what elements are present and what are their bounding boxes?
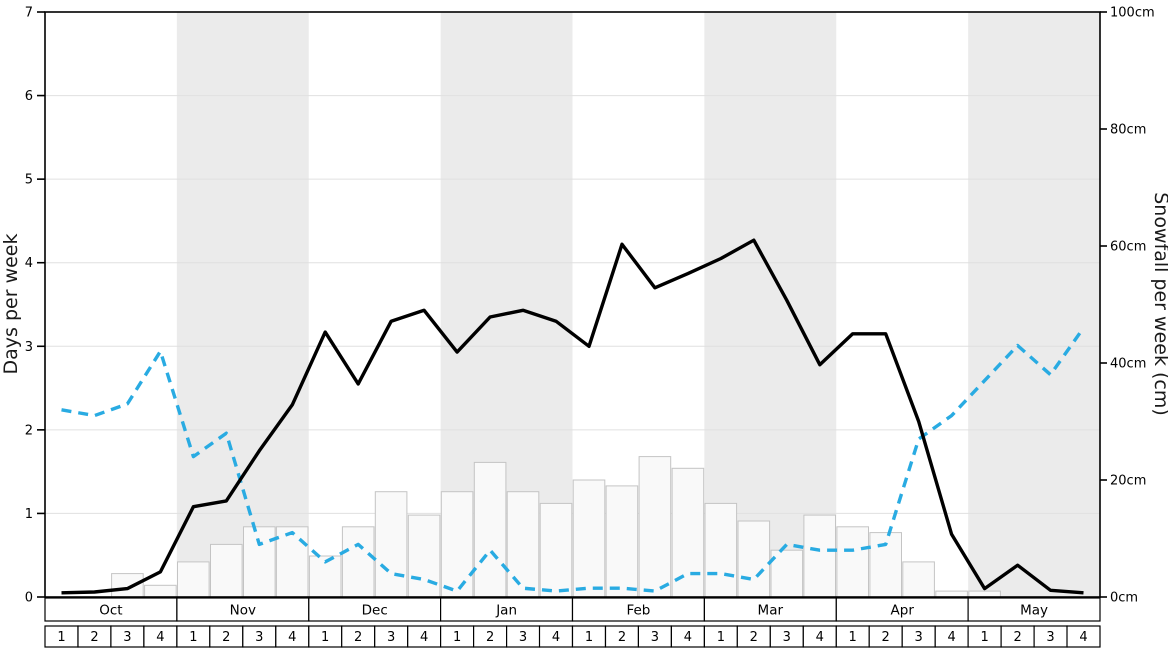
week-number: 2 — [750, 630, 758, 645]
snowfall-bar — [737, 520, 771, 598]
right-axis-tick-label: 100cm — [1110, 6, 1155, 21]
week-number: 3 — [519, 630, 527, 645]
week-number: 1 — [321, 630, 329, 645]
shaded-band-Mar — [704, 12, 837, 597]
week-number: 2 — [618, 630, 626, 645]
week-number: 1 — [189, 630, 197, 645]
snowfall-bar — [968, 590, 1001, 598]
week-number: 3 — [1046, 630, 1054, 645]
snowfall-bar — [539, 502, 573, 598]
week-number: 3 — [387, 630, 395, 645]
snowfall-bar — [177, 561, 210, 598]
left-axis-tick-label: 1 — [25, 507, 33, 522]
week-number: 4 — [552, 630, 560, 645]
snowfall-bars-layer — [111, 456, 1001, 598]
week-cell — [1066, 625, 1101, 648]
month-label-row: Oct Nov Dec Jan Feb Mar Apr May — [44, 597, 1101, 622]
week-number: 2 — [222, 630, 230, 645]
snowfall-bar — [210, 543, 243, 598]
week-number: 1 — [585, 630, 593, 645]
plot-border — [44, 11, 1101, 598]
right-axis-tick-label: 0cm — [1110, 591, 1138, 606]
week-number: 4 — [816, 630, 824, 645]
snowfall-bar — [243, 526, 276, 598]
snowfall-bar — [869, 532, 903, 598]
shaded-band-Nov — [176, 12, 309, 597]
right-axis-tick-label: 20cm — [1110, 474, 1146, 489]
snowfall-bar — [704, 502, 738, 598]
month-label: Dec — [362, 603, 388, 619]
right-axis-title: Snowfall per week (cm) — [1150, 192, 1168, 416]
axis-ticks-and-labels: 0 1 2 3 4 5 6 7 0cm 20cm 40cm 60cm 80cm 100cm — [25, 6, 1155, 606]
month-label: Apr — [891, 603, 915, 619]
right-axis-tick-label: 40cm — [1110, 357, 1146, 372]
snowfall-bar — [770, 549, 804, 598]
data-lines-layer — [61, 238, 1085, 595]
week-number: 3 — [255, 630, 263, 645]
snowfall-bar — [440, 491, 474, 598]
snow-days-per-week-line — [61, 238, 1084, 595]
month-cell — [967, 597, 1101, 622]
snowfall-bar — [836, 526, 870, 598]
week-number: 3 — [651, 630, 659, 645]
month-shading-bands — [176, 12, 1100, 597]
left-axis-tick-label: 7 — [25, 6, 33, 21]
week-number: 4 — [947, 630, 955, 645]
left-axis-tick-label: 2 — [25, 423, 33, 438]
snowfall-bar — [275, 526, 309, 598]
snowfall-bar — [572, 479, 606, 598]
right-axis-tick-label: 80cm — [1110, 123, 1146, 138]
week-number: 1 — [980, 630, 988, 645]
gridlines — [45, 95, 1100, 514]
snowfall-bar — [473, 461, 507, 598]
snowfall-bar — [374, 491, 408, 598]
month-label: May — [1020, 603, 1048, 619]
week-number: 3 — [915, 630, 923, 645]
right-axis-tick-label: 60cm — [1110, 240, 1146, 255]
snowfall-bar — [144, 584, 177, 598]
week-number: 3 — [783, 630, 791, 645]
month-label: Feb — [626, 603, 650, 619]
week-number: 1 — [57, 630, 65, 645]
week-number: 4 — [288, 630, 296, 645]
snowfall-bar — [638, 456, 672, 598]
snowfall-bar — [803, 514, 837, 598]
month-label: Oct — [99, 603, 122, 619]
week-number-row: 1 2 3 4 1 2 3 4 1 2 3 4 1 2 3 4 1 2 3 4 1 2 3 4 1 2 3 4 1 2 3 4 — [44, 625, 1101, 648]
snowfall-bar — [902, 561, 935, 598]
left-axis-title: Days per week — [0, 234, 22, 375]
week-number: 2 — [486, 630, 494, 645]
month-label: Jan — [495, 603, 517, 619]
snowfall-bar — [671, 467, 705, 598]
left-axis-tick-label: 3 — [25, 340, 33, 355]
snowfall-bar — [111, 573, 144, 598]
month-label: Nov — [230, 603, 256, 619]
week-number: 2 — [354, 630, 362, 645]
week-number: 2 — [90, 630, 98, 645]
week-number: 1 — [717, 630, 725, 645]
week-number: 2 — [1013, 630, 1021, 645]
week-number: 4 — [1079, 630, 1087, 645]
snowfall-bar — [341, 526, 375, 598]
week-number: 2 — [882, 630, 890, 645]
week-number: 4 — [684, 630, 692, 645]
left-axis-tick-label: 5 — [25, 173, 33, 188]
shaded-band-May — [968, 12, 1100, 597]
week-number: 4 — [420, 630, 428, 645]
snowfall-bar — [506, 491, 540, 598]
week-number: 1 — [849, 630, 857, 645]
left-axis-tick-label: 6 — [25, 89, 33, 104]
snowfall-bar — [935, 590, 968, 598]
month-label: Mar — [758, 603, 784, 619]
week-number: 4 — [156, 630, 164, 645]
snowfall-bar — [605, 485, 639, 598]
left-axis-tick-label: 4 — [25, 256, 33, 271]
week-number: 1 — [453, 630, 461, 645]
left-axis-tick-label: 0 — [25, 591, 33, 606]
week-number: 3 — [123, 630, 131, 645]
plot-frame — [44, 11, 1101, 598]
